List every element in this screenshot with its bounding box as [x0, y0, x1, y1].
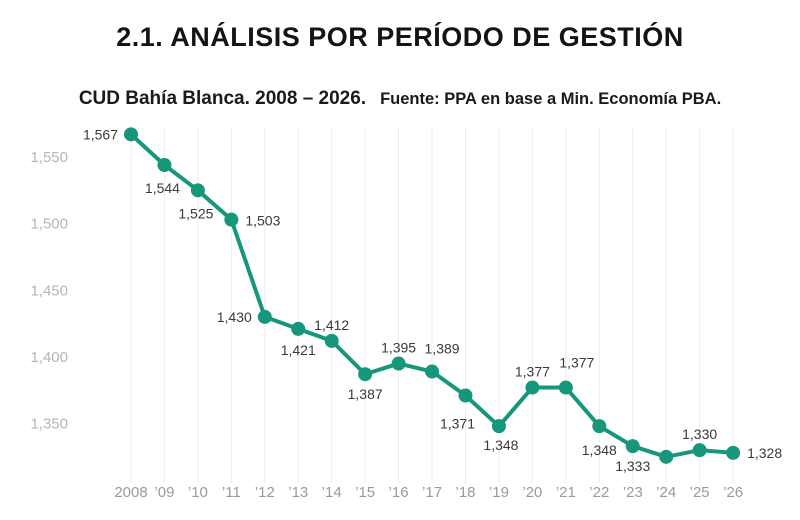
y-axis-label: 1,400	[30, 349, 68, 366]
data-point-label: 1,389	[425, 341, 460, 357]
data-point	[257, 309, 272, 324]
data-point	[224, 212, 239, 227]
x-axis-label: ’12	[255, 484, 275, 501]
data-point-label: 1,421	[281, 342, 316, 358]
x-axis-label: ’16	[389, 484, 409, 501]
data-point	[190, 183, 205, 198]
x-axis-label: ’15	[355, 484, 375, 501]
data-point	[157, 157, 172, 172]
x-axis-label: ’09	[154, 484, 174, 501]
data-point	[391, 356, 406, 371]
data-point-label: 1,330	[682, 426, 717, 442]
data-point	[592, 419, 607, 434]
data-point	[458, 388, 473, 403]
x-axis-label: ’14	[322, 484, 342, 501]
data-point-label: 1,371	[440, 416, 475, 432]
y-axis-label: 1,550	[30, 149, 68, 166]
data-point	[659, 449, 674, 464]
data-point-label: 1,387	[348, 386, 383, 402]
page-title: 2.1. ANÁLISIS POR PERÍODO DE GESTIÓN	[116, 22, 684, 52]
data-point-label: 1,430	[217, 309, 252, 325]
chart-subtitle: CUD Bahía Blanca. 2008 – 2026. Fuente: P…	[0, 88, 800, 110]
x-axis-label: ’13	[288, 484, 308, 501]
data-point	[425, 364, 440, 379]
x-axis-label: ’19	[489, 484, 509, 501]
x-axis-label: ’17	[422, 484, 442, 501]
data-point	[692, 443, 707, 458]
data-point-label: 1,395	[381, 340, 416, 356]
data-point-label: 1,348	[483, 437, 518, 453]
x-axis-label: ’26	[723, 484, 743, 501]
data-point-label: 1,567	[83, 126, 118, 142]
data-point	[558, 380, 573, 395]
y-axis-label: 1,350	[30, 416, 68, 433]
data-point-label: 1,544	[145, 180, 180, 196]
x-axis-label: ’18	[455, 484, 475, 501]
data-point	[324, 333, 339, 348]
data-point-label: 1,333	[615, 458, 650, 474]
x-axis-label: ’23	[623, 484, 643, 501]
subtitle-source: Fuente: PPA en base a Min. Economía PBA.	[380, 90, 722, 108]
x-axis-label: ’22	[589, 484, 609, 501]
x-axis-label: ’21	[556, 484, 576, 501]
data-point	[491, 419, 506, 434]
y-axis-label: 1,450	[30, 282, 68, 299]
data-point	[358, 367, 373, 382]
line-chart: 1,550 1,500 1,450 1,400 1,350 2008 ’09 ’10 ’11 ’1…	[30, 126, 782, 501]
data-point-label: 1,525	[178, 205, 213, 221]
data-point	[726, 445, 741, 460]
data-point-label: 1,348	[582, 442, 617, 458]
data-point-label: 1,377	[559, 355, 594, 371]
data-point-label: 1,328	[747, 445, 782, 461]
x-axis-label: ’11	[222, 484, 241, 501]
x-axis-label: ’24	[656, 484, 676, 501]
x-axis-label: 2008	[114, 484, 147, 501]
data-point-label: 1,503	[245, 213, 280, 229]
x-axis-label: ’25	[690, 484, 710, 501]
x-axis-label: ’20	[522, 484, 542, 501]
data-point	[124, 127, 138, 142]
data-point-label: 1,377	[515, 364, 550, 380]
data-point	[291, 321, 306, 336]
data-point	[525, 380, 540, 395]
data-point-label: 1,412	[314, 317, 349, 333]
data-point	[625, 439, 640, 454]
y-axis-label: 1,500	[30, 216, 68, 233]
x-axis-label: ’10	[188, 484, 208, 501]
subtitle-series-range: CUD Bahía Blanca. 2008 – 2026.	[78, 88, 367, 109]
